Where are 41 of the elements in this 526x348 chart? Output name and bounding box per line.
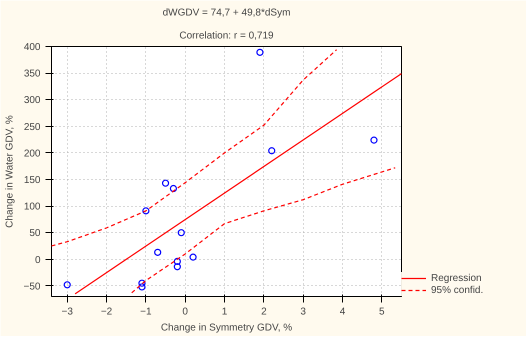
point [178, 229, 185, 236]
point [174, 263, 181, 270]
y-tick-label: 50 [29, 228, 41, 240]
y-tick-label: 200 [24, 148, 41, 160]
point [138, 280, 146, 287]
chart-subtitle: Correlation: r = 0,719 [179, 30, 274, 42]
point [256, 48, 264, 56]
x-tick-label: −1 [140, 306, 152, 318]
x-tick-label: −3 [62, 306, 74, 318]
line-series [52, 49, 338, 247]
x-tick-label: 5 [379, 306, 386, 318]
x-tick-label: 4 [340, 306, 346, 318]
point [138, 283, 146, 291]
point [154, 248, 162, 256]
x-tick-label: 0 [182, 306, 188, 318]
legend-label: 95% confid. [431, 284, 484, 296]
point [162, 180, 170, 187]
line-series [131, 167, 396, 294]
point [142, 207, 150, 214]
point [268, 147, 276, 154]
y-tick-label: 100 [24, 202, 41, 213]
y-tick-label: 250 [24, 122, 41, 133]
x-tick-label: 3 [300, 306, 306, 318]
y-tick-label: 350 [24, 68, 41, 80]
x-tick-label: −2 [100, 306, 113, 318]
y-tick-label: 300 [24, 95, 41, 106]
y-axis-title: Change in Water GDV, % [4, 115, 16, 228]
x-axis-title: Change in Symmetry GDV, % [160, 322, 292, 334]
y-tick-label: −50 [24, 281, 41, 292]
point [189, 254, 197, 261]
y-tick-label: 150 [24, 174, 41, 186]
x-tick-label: 2 [261, 306, 268, 318]
y-tick-label: 0 [34, 254, 41, 266]
y-tick-label: 400 [24, 42, 41, 53]
point [170, 184, 178, 192]
legend-label: Regression [431, 272, 482, 284]
x-tick-label: 1 [222, 306, 228, 318]
point [370, 136, 378, 144]
point [64, 281, 71, 288]
point [174, 258, 181, 265]
chart-title: dWGDV = 74,7 + 49,8*dSym [162, 8, 290, 18]
